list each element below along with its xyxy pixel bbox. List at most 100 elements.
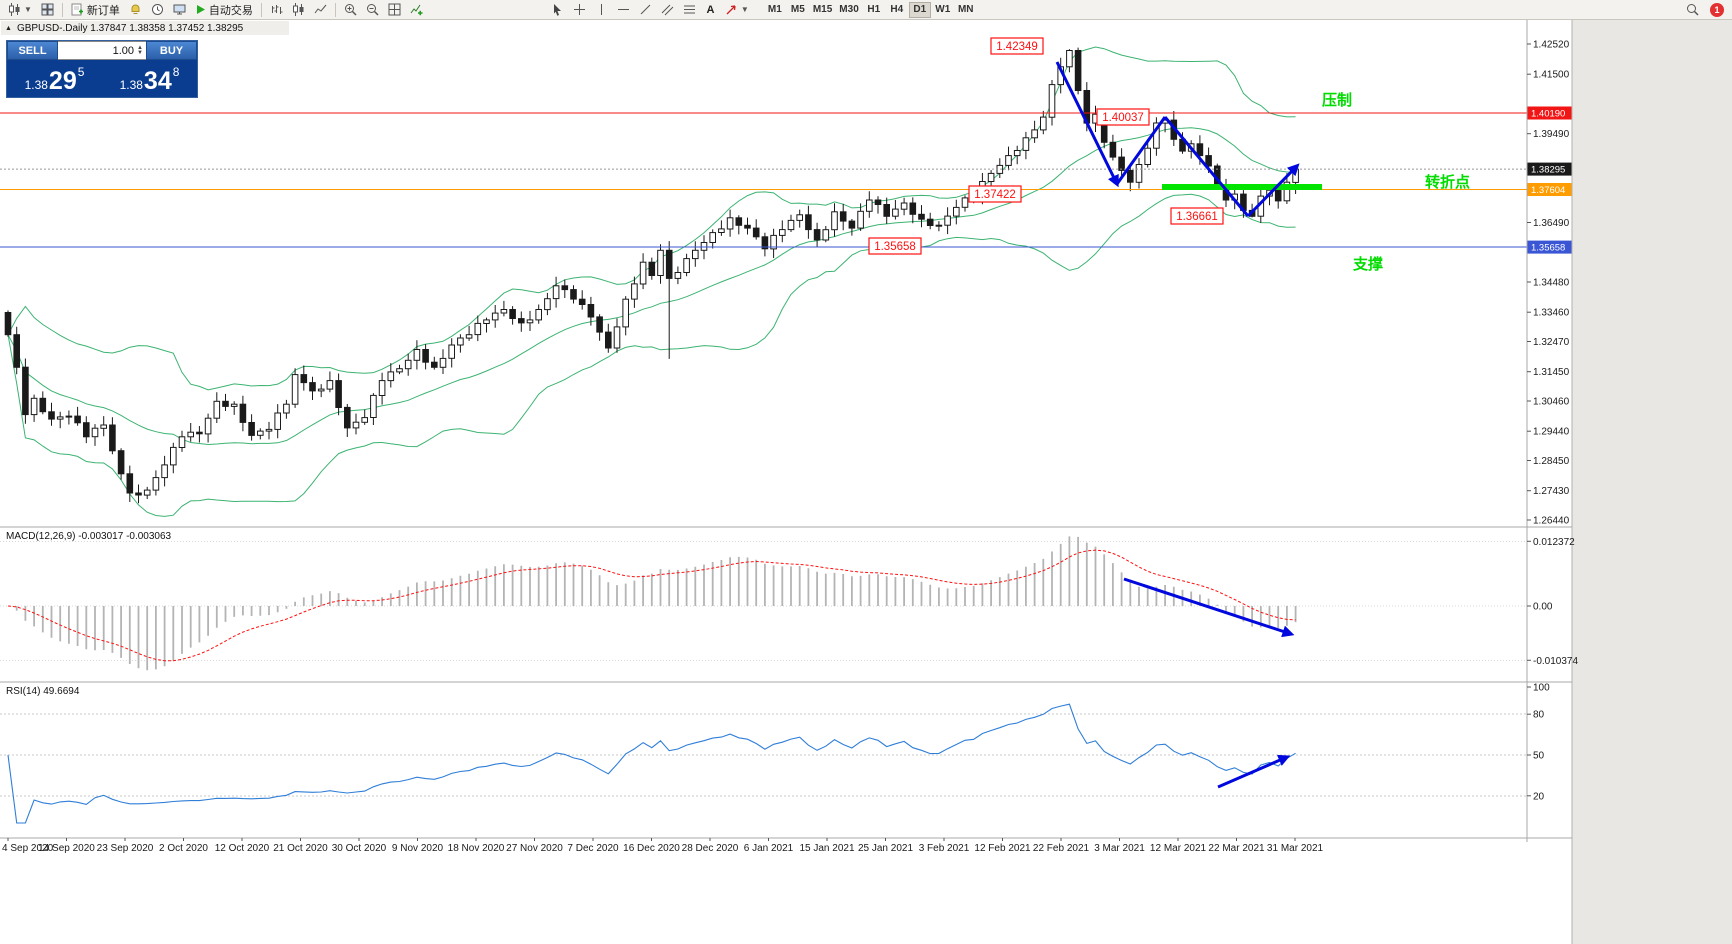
- price-axis[interactable]: 1.42520 1.41500 1.39490 1.36490 1.34480 1.334…: [1527, 40, 1570, 527]
- candle: [735, 217, 743, 226]
- volume-stepper[interactable]: ▲ ▼: [137, 44, 143, 56]
- candle-chart-button[interactable]: [288, 1, 309, 18]
- chinese-annotation-label[interactable]: 压制: [1322, 91, 1352, 109]
- line-chart-button[interactable]: [310, 1, 331, 18]
- alerts-button[interactable]: [125, 1, 146, 18]
- toolbar: ▼ 新订单 自动交易: [0, 0, 1732, 20]
- date-label: 2 Oct 2020: [159, 843, 208, 854]
- tf-button-D1[interactable]: D1: [908, 1, 931, 18]
- tf-button-H4[interactable]: H4: [886, 2, 908, 18]
- candles-layer: [4, 47, 1299, 504]
- indicators-button[interactable]: [406, 1, 427, 18]
- crosshair-button[interactable]: [569, 1, 590, 18]
- new-order-button[interactable]: 新订单: [67, 1, 124, 18]
- tf-button-M30[interactable]: M30: [836, 2, 861, 18]
- candle: [1022, 137, 1030, 151]
- tf-button-M1[interactable]: M1: [764, 2, 786, 18]
- vertical-line-button[interactable]: [591, 1, 612, 18]
- candle: [344, 406, 351, 429]
- tf-button-H1[interactable]: H1: [863, 2, 885, 18]
- buy-price-big: 1.38: [119, 78, 143, 92]
- cursor-icon: [553, 4, 561, 16]
- trendline-button[interactable]: [635, 1, 656, 18]
- volume-field[interactable]: 1.00 ▲ ▼: [58, 41, 146, 60]
- candle: [987, 172, 995, 182]
- price-tag[interactable]: 1.35658: [868, 237, 922, 255]
- date-label: 18 Nov 2020: [448, 843, 505, 854]
- candle: [866, 199, 873, 212]
- trend-zigzag-segment[interactable]: [1055, 61, 1119, 188]
- candle: [761, 236, 769, 250]
- candle: [143, 489, 151, 496]
- zoom-in-button[interactable]: [340, 1, 361, 18]
- chinese-annotation-label[interactable]: 转折点: [1425, 173, 1470, 191]
- price-axis-label: 1.33460: [1533, 308, 1570, 319]
- history-button[interactable]: [147, 1, 168, 18]
- arrow-objects-button[interactable]: ▼: [721, 1, 753, 18]
- macd-trend-arrow[interactable]: [1123, 577, 1295, 638]
- price-tag[interactable]: 1.36661: [1170, 207, 1224, 225]
- text-button[interactable]: A: [701, 1, 720, 18]
- chart-window-button[interactable]: ▼: [4, 1, 36, 18]
- chevron-down-icon: ▼: [24, 4, 32, 14]
- rsi-trend-arrow[interactable]: [1217, 754, 1291, 789]
- candle: [1153, 122, 1160, 149]
- tf-button-W1[interactable]: W1: [932, 2, 954, 18]
- horizontal-line-button[interactable]: [613, 1, 634, 18]
- date-label: 7 Dec 2020: [567, 843, 619, 854]
- notification-badge[interactable]: 1: [1710, 2, 1724, 17]
- price-tag-label: 1.35658: [874, 241, 916, 253]
- candle: [953, 206, 960, 217]
- bar-chart-button[interactable]: [266, 1, 287, 18]
- axis-price-box-label: 1.35658: [1531, 243, 1565, 254]
- date-label: 12 Oct 2020: [215, 843, 270, 854]
- sell-price-big: 1.38: [24, 78, 48, 92]
- candle: [831, 211, 838, 231]
- candle: [396, 368, 403, 373]
- trend-zigzag-segment[interactable]: [1163, 116, 1250, 217]
- toolbar-separator: [61, 2, 63, 17]
- price-tag[interactable]: 1.37422: [968, 185, 1022, 203]
- date-label: 30 Oct 2020: [332, 843, 387, 854]
- candle: [796, 214, 804, 221]
- terminal-button[interactable]: [169, 1, 190, 18]
- search-button[interactable]: [1682, 1, 1703, 18]
- clock-icon: [151, 4, 163, 15]
- macd-axis: 0.012372 0.00 -0.010374: [1527, 537, 1578, 667]
- tile-windows-button[interactable]: [384, 1, 405, 18]
- cursor-button[interactable]: [547, 1, 568, 18]
- price-tag[interactable]: 1.40037: [1096, 108, 1150, 126]
- chinese-annotation-label[interactable]: 支撑: [1352, 255, 1383, 273]
- trend-zigzag-segment[interactable]: [1246, 163, 1300, 218]
- tf-button-M15[interactable]: M15: [810, 2, 835, 18]
- chart-titlebar[interactable]: ▲ GBPUSD-.Daily 1.37847 1.38358 1.37452 …: [1, 21, 289, 35]
- candle: [474, 322, 482, 336]
- candle: [387, 371, 395, 382]
- tf-button-M5[interactable]: M5: [787, 2, 809, 18]
- trend-zigzag-segment[interactable]: [1115, 116, 1167, 185]
- candle: [883, 204, 891, 217]
- candle: [126, 473, 134, 494]
- tf-button-MN[interactable]: MN: [955, 2, 977, 18]
- candle: [648, 261, 656, 277]
- sell-button[interactable]: SELL: [7, 41, 58, 60]
- channel-button[interactable]: [657, 1, 678, 18]
- macd-axis-label: 0.012372: [1533, 537, 1575, 548]
- horizontal-line-icon: [617, 9, 629, 10]
- profiles-button[interactable]: [37, 1, 58, 18]
- date-label: 4 Sep 2020: [2, 843, 54, 854]
- zoom-out-button[interactable]: [362, 1, 383, 18]
- fibonacci-button[interactable]: [679, 1, 700, 18]
- candle: [918, 213, 925, 220]
- sell-price[interactable]: 1.38 29 5: [7, 60, 102, 97]
- buy-button[interactable]: BUY: [146, 41, 197, 60]
- vertical-line-icon: [600, 4, 602, 15]
- price-tag[interactable]: 1.42349: [990, 37, 1044, 55]
- candle: [848, 220, 856, 229]
- candle: [65, 415, 73, 418]
- candle: [1127, 169, 1134, 183]
- auto-trading-button[interactable]: 自动交易: [191, 1, 257, 18]
- buy-price[interactable]: 1.38 34 8: [102, 60, 197, 97]
